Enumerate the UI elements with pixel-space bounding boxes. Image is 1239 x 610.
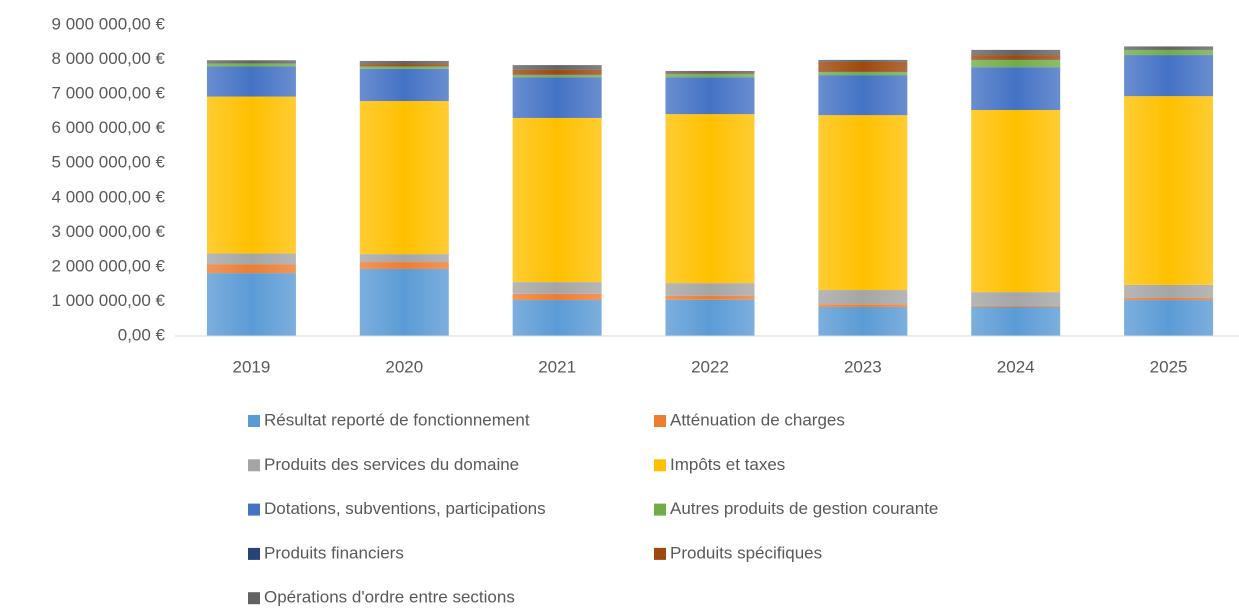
y-tick-label: 2 000 000,00 €: [52, 256, 166, 275]
bar-segment: [665, 70, 755, 74]
bar-segment: [1124, 96, 1214, 285]
bar-segment: [665, 283, 755, 296]
bar-segment: [359, 101, 449, 255]
bar-segment: [1124, 46, 1214, 50]
bar-segment: [818, 306, 908, 336]
bar-segment: [206, 96, 296, 254]
bar-segment: [665, 77, 755, 115]
bar-segment: [206, 63, 296, 67]
legend-swatch: [654, 459, 666, 472]
bar-segment: [971, 49, 1061, 56]
legend-label: Résultat reporté de fonctionnement: [264, 410, 530, 429]
bar-segment: [512, 77, 602, 118]
legend-label: Dotations, subventions, participations: [264, 499, 546, 518]
bar-segment: [512, 282, 602, 294]
bar-segment: [512, 65, 602, 70]
x-tick-label: 2021: [538, 357, 576, 376]
legend-swatch: [248, 459, 260, 472]
y-tick-label: 9 000 000,00 €: [52, 14, 166, 33]
legend-swatch: [654, 415, 666, 427]
legend-label: Produits financiers: [264, 543, 404, 562]
bar-segment: [818, 290, 908, 305]
legend-swatch: [248, 592, 260, 605]
bar-segment: [512, 75, 602, 78]
y-tick-label: 8 000 000,00 €: [52, 49, 166, 68]
bar-segment: [665, 295, 755, 300]
y-tick-label: 0,00 €: [118, 325, 166, 344]
bar-segment: [971, 306, 1061, 336]
bar-segment: [1124, 297, 1214, 301]
bar-segment: [1124, 49, 1214, 56]
bar-segment: [359, 254, 449, 263]
bar-segment: [971, 55, 1061, 60]
legend-label: Atténuation de charges: [670, 410, 845, 429]
bar-segment: [971, 292, 1061, 306]
legend-swatch: [654, 547, 666, 560]
bar-segment: [1124, 284, 1214, 298]
y-tick-label: 7 000 000,00 €: [52, 84, 166, 103]
bar-segment: [206, 264, 296, 274]
y-tick-label: 3 000 000,00 €: [52, 222, 166, 241]
bar-segment: [206, 253, 296, 265]
bar-segment: [818, 115, 908, 291]
bar-segment: [359, 68, 449, 102]
bar-segment: [665, 114, 755, 284]
bar-segment: [512, 117, 602, 283]
x-tick-label: 2022: [691, 357, 729, 376]
bar-segment: [1124, 55, 1214, 97]
legend-swatch: [248, 503, 260, 516]
bar-segment: [359, 268, 449, 336]
legend-swatch: [654, 503, 666, 516]
bar-segment: [818, 304, 908, 307]
legend-label: Autres produits de gestion courante: [670, 499, 938, 518]
x-tick-label: 2024: [997, 357, 1035, 376]
bar-segment: [665, 74, 755, 78]
bar-segment: [359, 262, 449, 269]
bar-segment: [971, 67, 1061, 111]
bar-segment: [359, 60, 449, 65]
bar-segment: [971, 59, 1061, 68]
legend-swatch: [248, 547, 260, 560]
legend-label: Opérations d'ordre entre sections: [264, 588, 515, 607]
legend-label: Produits des services du domaine: [264, 455, 519, 474]
bar-segment: [512, 300, 602, 336]
bar-segment: [818, 71, 908, 76]
y-tick-label: 4 000 000,00 €: [52, 187, 166, 206]
bar-segment: [818, 59, 908, 62]
y-tick-label: 5 000 000,00 €: [52, 153, 166, 172]
x-tick-label: 2025: [1150, 357, 1188, 376]
bar-segment: [818, 75, 908, 116]
bar-segment: [359, 64, 449, 67]
bar-segment: [665, 73, 755, 74]
x-tick-label: 2023: [844, 357, 882, 376]
x-tick-label: 2019: [233, 357, 271, 376]
bar-segment: [206, 273, 296, 336]
bar-segment: [512, 69, 602, 75]
y-tick-label: 6 000 000,00 €: [52, 118, 166, 137]
legend-label: Impôts et taxes: [670, 455, 785, 474]
bar-segment: [971, 305, 1061, 307]
bar-segment: [971, 110, 1061, 293]
x-tick-label: 2020: [385, 357, 423, 376]
legend-swatch: [248, 415, 260, 427]
y-tick-label: 1 000 000,00 €: [52, 291, 166, 310]
bar-segment: [359, 66, 449, 69]
bar-segment: [818, 61, 908, 72]
bar-segment: [665, 299, 755, 336]
bar-segment: [206, 66, 296, 97]
legend-label: Produits spécifiques: [670, 543, 822, 562]
bar-segment: [1124, 300, 1214, 336]
bar-segment: [512, 293, 602, 301]
bar-segment: [206, 60, 296, 64]
